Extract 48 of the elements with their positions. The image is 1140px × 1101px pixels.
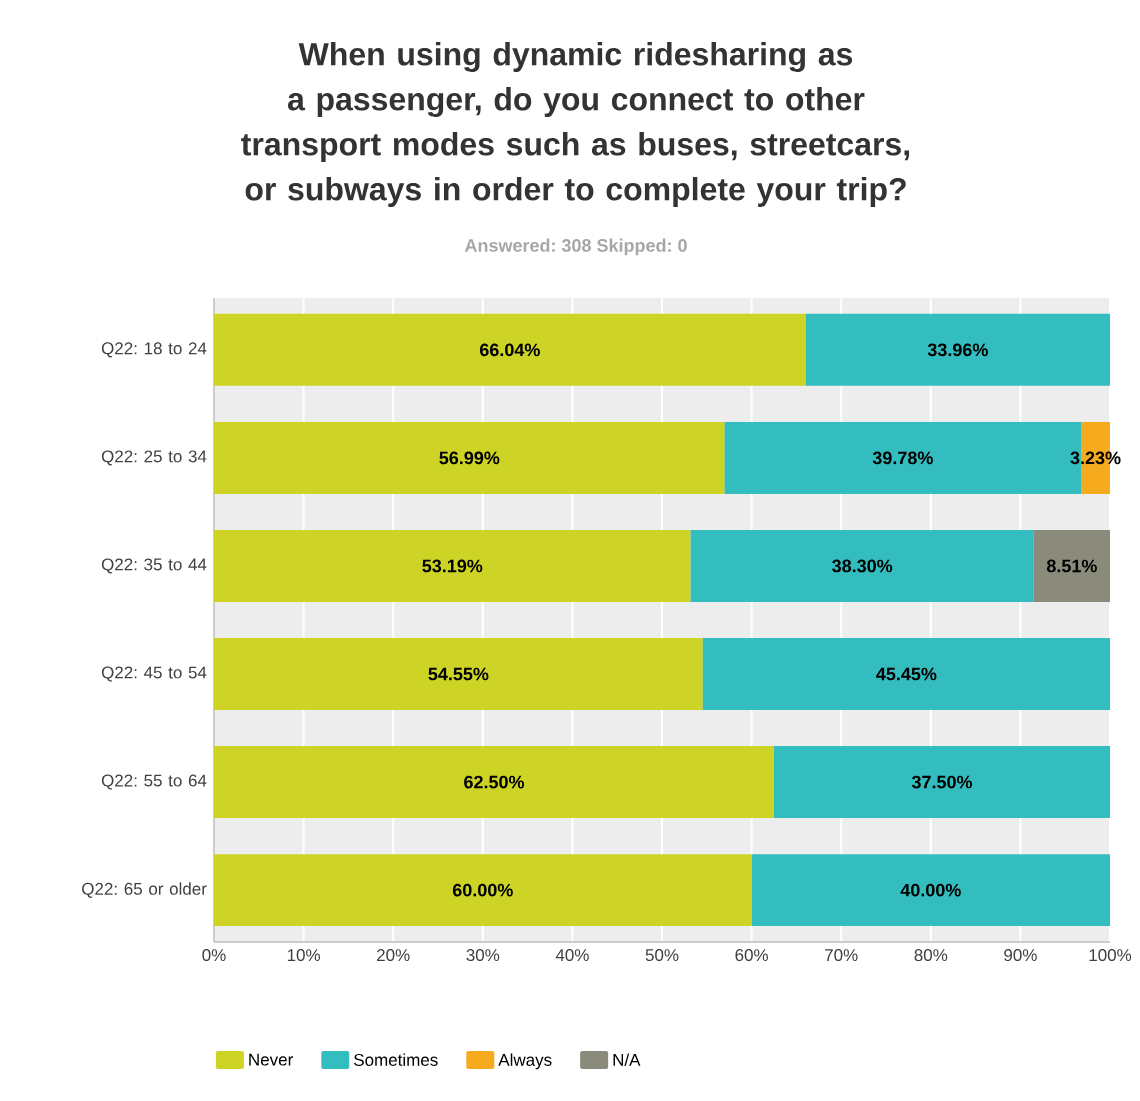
bar bbox=[214, 638, 703, 710]
chart-title: When using dynamic ridesharing as a passenger, do you connect to other transport modes such as buses, streetcars, or subways in order to complete your trip? bbox=[241, 42, 910, 207]
bar bbox=[214, 529, 691, 602]
legend-label: Always bbox=[498, 1053, 552, 1070]
legend-label: Never bbox=[249, 1053, 293, 1066]
x-tick-label: 100% bbox=[1089, 949, 1132, 962]
data-label: 33.96% bbox=[927, 343, 988, 357]
data-label: 8.51% bbox=[1046, 559, 1097, 573]
data-label: 62.50% bbox=[464, 775, 525, 789]
x-tick-label: 60% bbox=[735, 949, 769, 962]
bar bbox=[214, 854, 752, 927]
data-label: 53.19% bbox=[422, 559, 483, 573]
bar bbox=[751, 854, 1111, 927]
data-label: 38.30% bbox=[832, 559, 893, 573]
x-tick-label: 10% bbox=[287, 949, 321, 962]
bar bbox=[774, 746, 1111, 819]
bar bbox=[702, 638, 1111, 710]
legend-label: N/A bbox=[613, 1053, 641, 1066]
data-label: 54.55% bbox=[428, 667, 489, 681]
x-tick-label: 70% bbox=[825, 949, 858, 962]
data-label: 56.99% bbox=[439, 451, 500, 465]
x-tick-label: 40% bbox=[555, 949, 589, 962]
x-tick-label: 0% bbox=[202, 949, 226, 962]
data-label: 45.45% bbox=[876, 667, 937, 681]
data-label: 37.50% bbox=[911, 775, 973, 789]
x-tick-label: 30% bbox=[466, 949, 500, 962]
y-tick-label: Q22: 25 to 34 bbox=[101, 450, 207, 466]
legend-label: Sometimes bbox=[354, 1053, 438, 1066]
data-label: 60.00% bbox=[452, 883, 513, 897]
data-label: 66.04% bbox=[480, 343, 540, 357]
bar bbox=[690, 529, 1034, 602]
bar bbox=[214, 421, 725, 494]
y-tick-label: Q22: 18 to 24 bbox=[101, 342, 207, 358]
x-tick-label: 20% bbox=[377, 949, 410, 962]
y-tick-label: Q22: 45 to 54 bbox=[101, 666, 207, 682]
data-label: 39.78% bbox=[872, 451, 933, 465]
bar bbox=[214, 313, 806, 386]
data-label: 40.00% bbox=[900, 883, 961, 897]
y-tick-label: Q22: 65 or older bbox=[82, 882, 207, 898]
bar bbox=[805, 313, 1111, 386]
x-tick-label: 50% bbox=[645, 949, 679, 962]
x-tick-label: 80% bbox=[914, 949, 948, 962]
y-tick-label: Q22: 35 to 44 bbox=[101, 558, 207, 574]
chart-subtitle: Answered: 308 Skipped: 0 bbox=[464, 238, 687, 256]
bar bbox=[1033, 529, 1111, 602]
x-tick-label: 90% bbox=[1004, 949, 1037, 962]
y-tick-label: Q22: 55 to 64 bbox=[101, 774, 207, 790]
bar bbox=[214, 746, 775, 819]
